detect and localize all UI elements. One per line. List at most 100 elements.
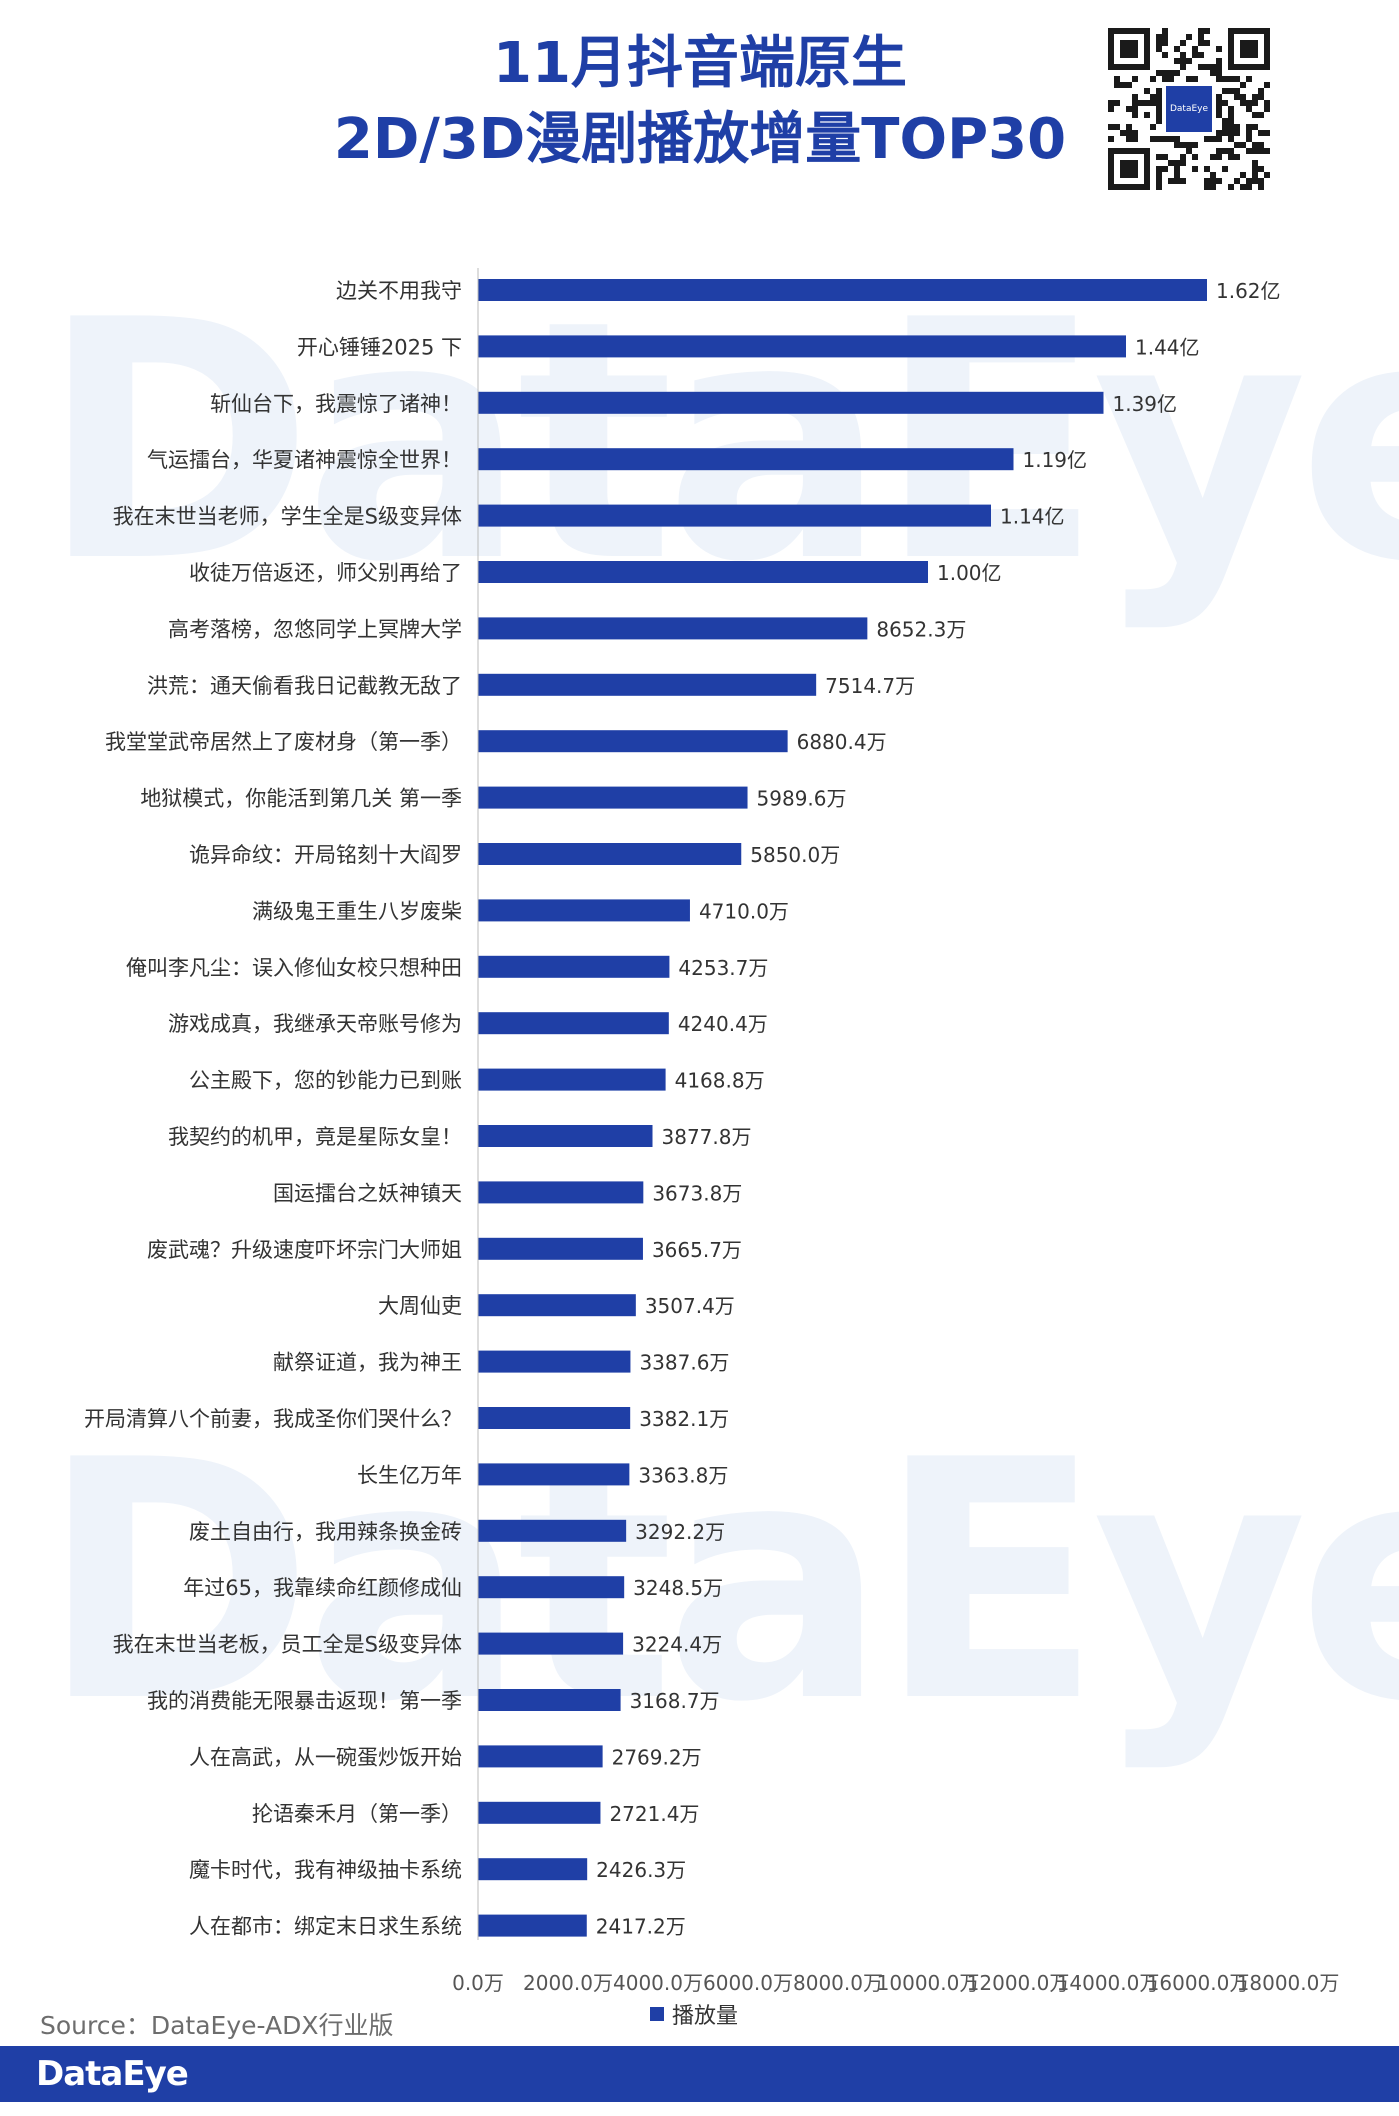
category-label: 收徒万倍返还，师父别再给了 [189,561,462,585]
bar [478,1745,603,1768]
category-label: 开局清算八个前妻，我成圣你们哭什么？ [84,1407,462,1431]
bar [478,1012,669,1035]
data-label: 3877.8万 [662,1125,752,1149]
data-label: 2721.4万 [609,1802,699,1826]
data-label: 1.62亿 [1216,279,1281,303]
data-label: 3248.5万 [633,1576,723,1600]
bar [478,955,670,978]
bar [478,1181,644,1204]
x-tick-label: 14000.0万 [1057,1971,1160,1995]
bar [478,617,868,640]
category-label: 诡异命纹：开局铭刻十大阎罗 [189,843,462,867]
category-label: 斩仙台下，我震惊了诸神！ [210,392,462,416]
category-label: 我堂堂武帝居然上了废材身（第一季） [105,730,462,754]
x-tick-label: 12000.0万 [967,1971,1070,1995]
legend-swatch-icon [650,2007,664,2021]
data-label: 4253.7万 [678,956,768,980]
bar [478,1689,621,1711]
category-label: 公主殿下，您的钞能力已到账 [189,1069,462,1093]
bar [478,1294,636,1317]
bar [478,1407,631,1429]
data-label: 1.39亿 [1113,392,1178,416]
data-label: 3292.2万 [635,1520,725,1544]
data-label: 2417.2万 [596,1915,686,1939]
bar [478,730,788,753]
category-label: 魔卡时代，我有神级抽卡系统 [189,1858,462,1882]
category-label: 边关不用我守 [336,279,462,303]
data-label: 4168.8万 [675,1069,765,1093]
x-tick-label: 10000.0万 [877,1971,980,1995]
bar [478,504,991,527]
data-label: 3382.1万 [639,1407,729,1431]
data-label: 2426.3万 [596,1858,686,1882]
x-tick-label: 8000.0万 [793,1971,883,1995]
category-label: 我在末世当老师，学生全是S级变异体 [113,505,462,529]
category-label: 我的消费能无限暴击返现！第一季 [147,1689,462,1713]
category-label: 人在高武，从一碗蛋炒饭开始 [189,1745,462,1769]
x-tick-label: 16000.0万 [1147,1971,1250,1995]
x-tick-label: 18000.0万 [1237,1971,1340,1995]
bar [478,1914,587,1937]
category-label: 大周仙吏 [378,1294,462,1318]
data-label: 3168.7万 [630,1689,720,1713]
data-label: 4710.0万 [699,899,789,923]
bar [478,1125,653,1147]
category-label: 国运擂台之妖神镇天 [273,1181,462,1205]
category-label: 我契约的机甲，竟是星际女皇！ [168,1125,462,1149]
data-label: 3224.4万 [632,1633,722,1657]
bar [478,1350,631,1373]
x-tick-label: 2000.0万 [523,1971,613,1995]
data-label: 6880.4万 [797,730,887,754]
category-label: 长生亿万年 [357,1463,462,1487]
bar [478,448,1014,471]
qr-code-icon: DataEye [1108,28,1270,190]
bar [478,1801,601,1824]
source-note: Source：DataEye-ADX行业版 [40,2011,394,2040]
bar [478,1576,625,1599]
qr-center-label: DataEye [1166,86,1212,132]
data-label: 3665.7万 [652,1238,742,1262]
data-label: 5850.0万 [750,843,840,867]
x-tick-label: 6000.0万 [703,1971,793,1995]
footer-logo: DataEye [36,2054,189,2094]
page-title-line2: 2D/3D漫剧播放增量TOP30 [333,107,1067,172]
category-label: 废土自由行，我用辣条换金砖 [189,1520,462,1544]
data-label: 3507.4万 [645,1294,735,1318]
bar [478,1858,588,1881]
data-label: 3673.8万 [652,1181,742,1205]
category-label: 洪荒：通天偷看我日记截教无敌了 [147,674,462,698]
bar [478,673,817,696]
bar [478,1463,630,1486]
bar [478,1237,643,1260]
data-label: 1.00亿 [937,561,1002,585]
bar [478,279,1207,301]
category-label: 俺叫李凡尘：误入修仙女校只想种田 [126,956,462,980]
data-label: 3387.6万 [639,1351,729,1375]
footer-bar: DataEye [0,2046,1399,2102]
bar [478,786,748,809]
data-label: 1.14亿 [1000,505,1065,529]
category-label: 废武魂？升级速度吓坏宗门大师姐 [147,1238,462,1262]
bar [478,335,1126,358]
category-label: 开心锤锤2025 下 [297,335,462,359]
category-label: 献祭证道，我为神王 [273,1351,462,1375]
bar [478,561,928,583]
category-label: 人在都市：绑定末日求生系统 [189,1915,462,1939]
data-label: 5989.6万 [757,787,847,811]
data-label: 8652.3万 [876,617,966,641]
page-title-line1: 11月抖音端原生 [493,31,907,96]
data-label: 2769.2万 [612,1745,702,1769]
bar [478,1068,666,1091]
legend-label: 播放量 [672,2004,739,2029]
bar [478,1632,624,1655]
category-label: 高考落榜，忽悠同学上冥牌大学 [168,617,462,641]
category-label: 抡语秦禾月（第一季） [252,1802,462,1826]
data-label: 1.19亿 [1023,448,1088,472]
bar [478,843,742,865]
chart-legend: 播放量 [650,1998,738,2030]
x-tick-label: 0.0万 [452,1971,504,1995]
category-label: 满级鬼王重生八岁废柴 [252,899,462,923]
category-label: 年过65，我靠续命红颜修成仙 [183,1576,462,1600]
category-label: 我在末世当老板，员工全是S级变异体 [113,1633,462,1657]
